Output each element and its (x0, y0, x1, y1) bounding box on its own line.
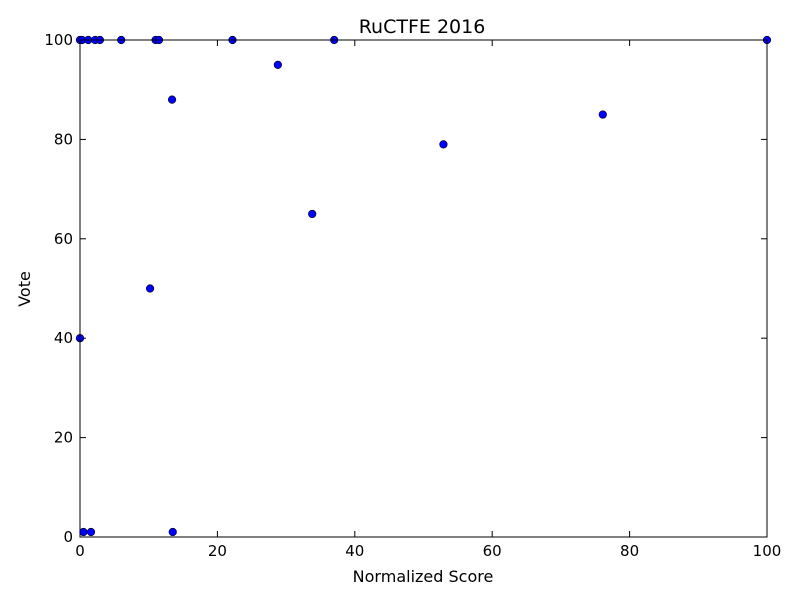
y-tick-label: 0 (63, 528, 73, 546)
y-axis-label: Vote (15, 271, 34, 307)
data-point (598, 110, 607, 119)
data-point (273, 60, 282, 69)
x-tick-label: 20 (208, 542, 227, 560)
y-tick-label: 80 (54, 130, 73, 148)
chart-title: RuCTFE 2016 (359, 16, 486, 38)
x-tick-label: 80 (620, 542, 639, 560)
x-tick-label: 60 (483, 542, 502, 560)
axis-ticks: 0 20 40 60 80 100 0 20 40 60 80 100 (44, 31, 781, 560)
data-point (79, 527, 88, 537)
y-tick-label: 100 (44, 31, 73, 49)
x-tick-label: 40 (345, 542, 364, 560)
y-tick-label: 20 (54, 429, 73, 447)
x-tick-label: 0 (75, 542, 85, 560)
y-tick-label: 60 (54, 230, 73, 248)
data-point (439, 140, 448, 149)
data-point (145, 284, 155, 293)
x-axis-label: Normalized Score (353, 567, 494, 586)
data-point (86, 527, 96, 537)
data-point (167, 95, 177, 104)
plot-frame (79, 39, 768, 538)
x-tick-label: 100 (753, 542, 782, 560)
data-point (168, 527, 177, 537)
data-point (308, 209, 317, 219)
y-tick-label: 40 (54, 329, 73, 347)
